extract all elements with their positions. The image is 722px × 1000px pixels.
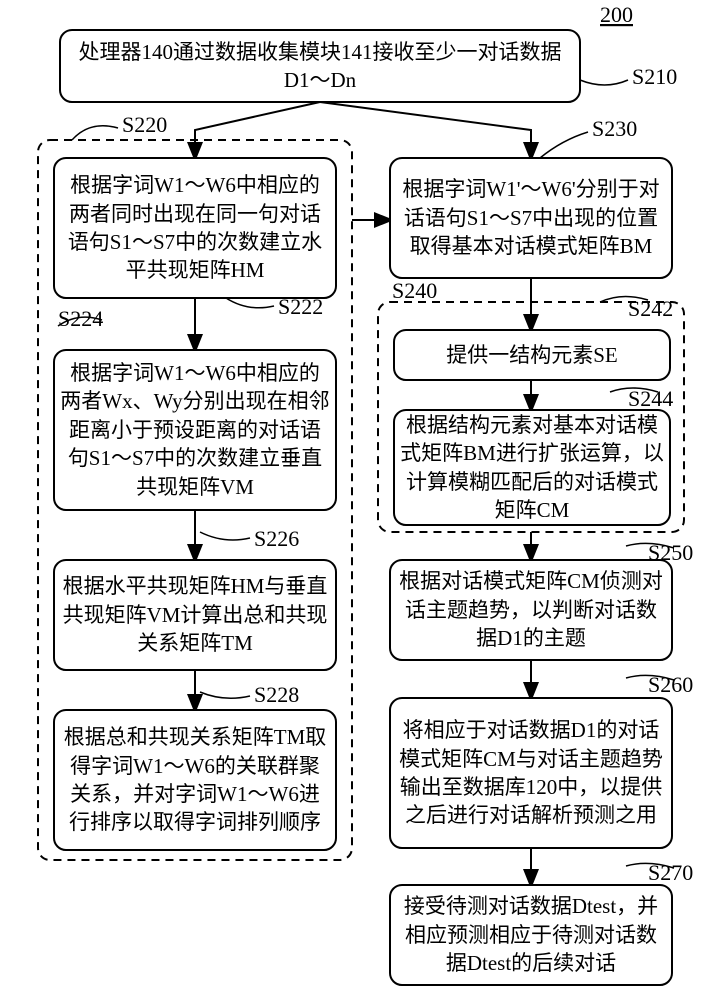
s242-text: 提供一结构元素SE: [394, 330, 670, 380]
s230-text: 根据字词W1'～W6'分别于对话语句S1～S7中出现的位置取得基本对话模式矩阵B…: [390, 158, 672, 278]
s224-text: 根据字词W1～W6中相应的两者Wx、Wy分别出现在相邻距离小于预设距离的对话语句…: [54, 350, 336, 510]
node-s260: 将相应于对话数据D1的对话模式矩阵CM与对话主题趋势输出至数据库120中，以提供…: [390, 698, 672, 848]
s228-text: 根据总和共现关系矩阵TM取得字词W1～W6的关联群聚关系，并对字词W1～W6进行…: [54, 710, 336, 850]
s242-label: S242: [628, 296, 673, 321]
s222-label: S222: [278, 294, 323, 319]
node-s250: 根据对话模式矩阵CM侦测对话主题趋势，以判断对话数据D1的主题: [390, 560, 672, 660]
s250-text: 根据对话模式矩阵CM侦测对话主题趋势，以判断对话数据D1的主题: [390, 560, 672, 660]
s226-text: 根据水平共现矩阵HM与垂直共现矩阵VM计算出总和共现关系矩阵TM: [54, 560, 336, 670]
s240-label: S240: [392, 278, 437, 303]
node-s224: 根据字词W1～W6中相应的两者Wx、Wy分别出现在相邻距离小于预设距离的对话语句…: [54, 350, 336, 510]
arrow-s210-right: [320, 102, 531, 158]
s222-text: 根据字词W1～W6中相应的两者同时出现在同一句对话语句S1～S7中的次数建立水平…: [54, 158, 336, 298]
s260-text: 将相应于对话数据D1的对话模式矩阵CM与对话主题趋势输出至数据库120中，以提供…: [390, 698, 672, 848]
s244-text: 根据结构元素对基本对话模式矩阵BM进行扩张运算，以计算模糊匹配后的对话模式矩阵C…: [394, 410, 670, 525]
flowchart: 200 处理器140通过数据收集模块141接收至少一对话数据D1～Dn S210…: [0, 0, 722, 1000]
s228-label: S228: [254, 682, 299, 707]
s230-label: S230: [592, 116, 637, 141]
s270-label: S270: [648, 860, 693, 885]
node-s242: 提供一结构元素SE: [394, 330, 670, 380]
s244-label: S244: [628, 386, 673, 411]
s270-text: 接受待测对话数据Dtest，并相应预测相应于待测对话数据Dtest的后续对话: [390, 885, 672, 985]
arrow-s210-left: [195, 102, 320, 158]
s260-label: S260: [648, 672, 693, 697]
node-s226: 根据水平共现矩阵HM与垂直共现矩阵VM计算出总和共现关系矩阵TM: [54, 560, 336, 670]
node-s244: 根据结构元素对基本对话模式矩阵BM进行扩张运算，以计算模糊匹配后的对话模式矩阵C…: [394, 410, 670, 525]
s210-label: S210: [632, 64, 677, 89]
node-s210: 处理器140通过数据收集模块141接收至少一对话数据D1～Dn S210: [60, 30, 677, 102]
s224-label: S224: [58, 306, 103, 331]
s220-label: S220: [122, 112, 167, 137]
node-s228: 根据总和共现关系矩阵TM取得字词W1～W6的关联群聚关系，并对字词W1～W6进行…: [54, 710, 336, 850]
figure-label: 200: [600, 2, 633, 27]
node-s222: 根据字词W1～W6中相应的两者同时出现在同一句对话语句S1～S7中的次数建立水平…: [54, 158, 336, 319]
s210-text: 处理器140通过数据收集模块141接收至少一对话数据D1～Dn: [60, 30, 580, 102]
node-s270: 接受待测对话数据Dtest，并相应预测相应于待测对话数据Dtest的后续对话: [390, 885, 672, 985]
s226-label: S226: [254, 526, 299, 551]
